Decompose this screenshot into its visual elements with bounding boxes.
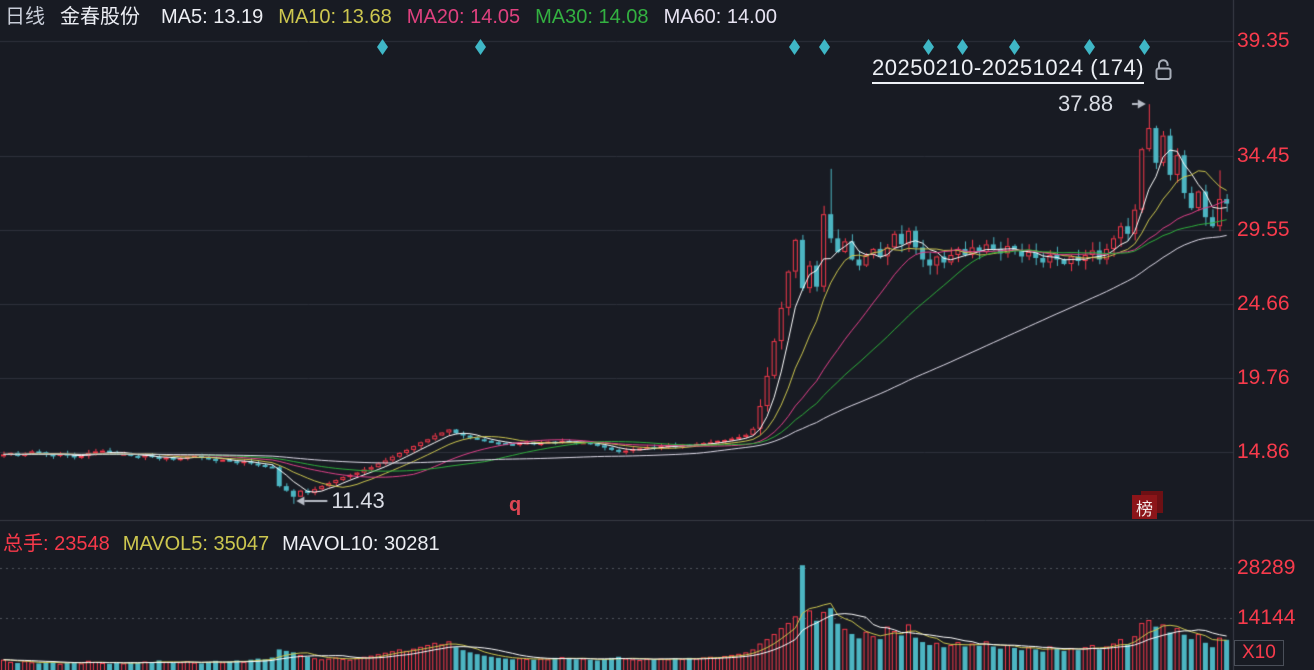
ex-rights-q-marker[interactable]: q bbox=[509, 494, 522, 516]
event-diamond-icon[interactable] bbox=[377, 39, 388, 55]
peak-price-annotation: 37.88 bbox=[1058, 91, 1114, 116]
event-diamond-icon[interactable] bbox=[1139, 39, 1150, 55]
rank-badge[interactable]: 榜 bbox=[1132, 495, 1157, 519]
price-axis-label: 29.55 bbox=[1237, 218, 1290, 241]
date-range-control: 20250210-20251024 (174) bbox=[872, 55, 1174, 84]
stock-name: 金春股份 bbox=[60, 6, 140, 28]
event-diamond-icon[interactable] bbox=[475, 39, 486, 55]
period-label: 日线 bbox=[5, 6, 45, 28]
ma-label: MA60: 14.00 bbox=[663, 6, 777, 28]
volume-axis-label: 14144 bbox=[1237, 606, 1296, 629]
price-axis-label: 19.76 bbox=[1237, 366, 1290, 389]
event-diamond-icon[interactable] bbox=[1084, 39, 1095, 55]
volume-header-label: MAVOL10: 30281 bbox=[282, 533, 440, 555]
volume-axis-label: 28289 bbox=[1237, 556, 1296, 579]
event-diamond-icon[interactable] bbox=[819, 39, 830, 55]
ma-label: MA30: 14.08 bbox=[535, 6, 649, 28]
price-axis-label: 14.86 bbox=[1237, 440, 1290, 463]
indicator-header: 日线 金春股份 MA5: 13.19 MA10: 13.68 MA20: 14.05… bbox=[5, 4, 777, 30]
volume-header: 总手: 23548 MAVOL5: 35047 MAVOL10: 30281 bbox=[3, 531, 440, 557]
low-price-annotation: 11.43 bbox=[331, 488, 385, 513]
volume-header-label: MAVOL5: 35047 bbox=[122, 533, 270, 555]
volume-unit-box: X10 bbox=[1234, 640, 1284, 666]
event-diamond-icon[interactable] bbox=[789, 39, 800, 55]
unlock-icon[interactable] bbox=[1153, 57, 1174, 82]
volume-header-label: 总手: 23548 bbox=[3, 533, 110, 555]
price-axis-label: 39.35 bbox=[1237, 29, 1290, 52]
ma-label: MA20: 14.05 bbox=[406, 6, 521, 28]
event-diamond-icon[interactable] bbox=[1009, 39, 1020, 55]
date-range-label[interactable]: 20250210-20251024 (174) bbox=[872, 55, 1145, 84]
ma-label: MA5: 13.19 bbox=[161, 6, 264, 28]
price-axis-label: 24.66 bbox=[1237, 292, 1290, 315]
event-diamond-icon[interactable] bbox=[957, 39, 968, 55]
event-diamond-icon[interactable] bbox=[923, 39, 934, 55]
ma-value-labels: MA5: 13.19 MA10: 13.68 MA20: 14.05 MA30: 14… bbox=[161, 4, 777, 30]
price-axis-label: 34.45 bbox=[1237, 144, 1290, 167]
ma-label: MA10: 13.68 bbox=[278, 6, 392, 28]
